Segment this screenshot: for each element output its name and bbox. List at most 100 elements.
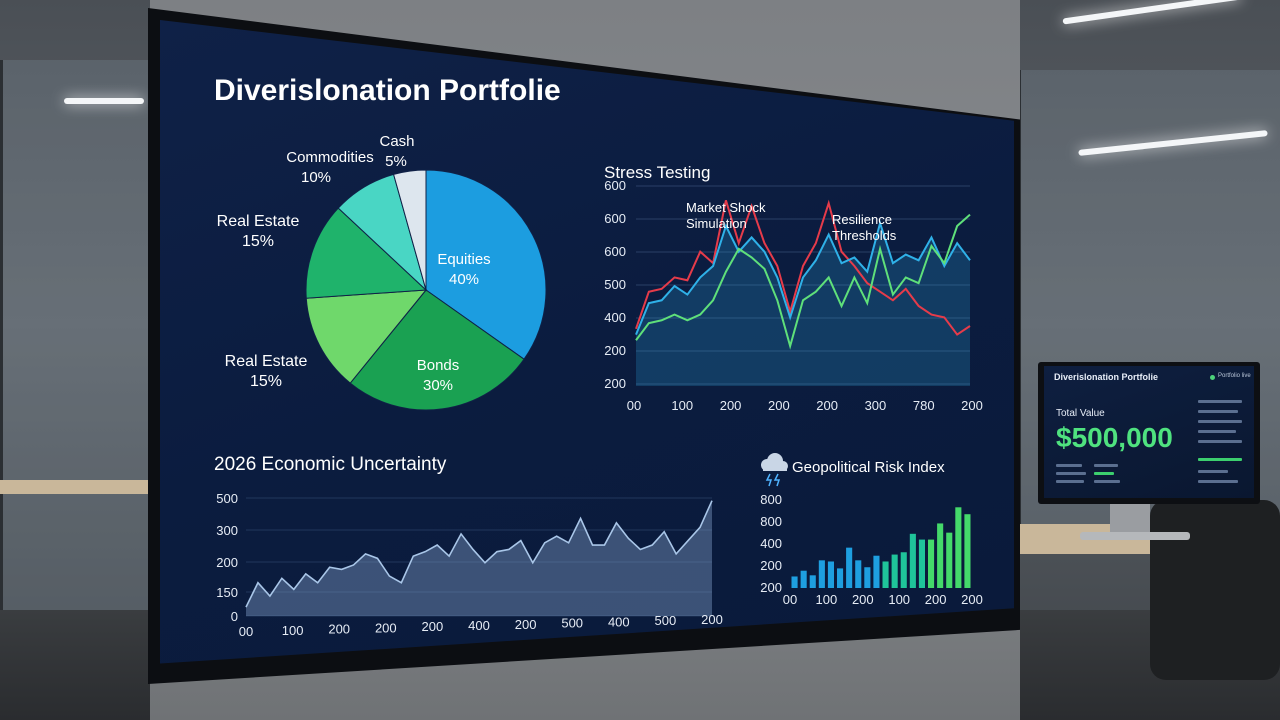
stress-annotation-market-shock: Market Shock: [686, 200, 766, 215]
live-status-icon: [1210, 375, 1215, 380]
pie-slice-real-estate: [305, 207, 428, 299]
x-tick-label: 200: [852, 592, 874, 607]
stress-annotation-resilience: Resilience: [832, 212, 892, 227]
x-tick-label: 500: [655, 613, 677, 628]
total-value-label: Total Value: [1056, 408, 1105, 419]
pie-label-bonds: Bonds: [417, 357, 460, 374]
pie-pct-real-estate-2: 15%: [242, 233, 274, 250]
stress-series-line-2: [635, 219, 971, 335]
pie-label-real-estate: Real Estate: [225, 353, 308, 370]
y-tick-label: 200: [604, 376, 626, 391]
geo-bar: [946, 532, 953, 588]
x-tick-label: 400: [468, 618, 490, 633]
geo-bar: [800, 570, 807, 588]
geo-bar: [900, 552, 907, 588]
x-tick-label: 200: [375, 620, 397, 635]
pie-label-cash: Cash: [379, 133, 414, 150]
pie-slice-cash: [393, 169, 427, 291]
x-tick-label: 200: [422, 619, 444, 634]
secondary-monitor-screen: Diverislonation Portfolie Portfolio live…: [1044, 366, 1254, 498]
list-bar: [1198, 480, 1238, 483]
list-bar: [1198, 420, 1242, 423]
dashboard-canvas: Diverislonation Portfolie Equities 40% B…: [214, 74, 983, 639]
x-tick-label: 100: [671, 398, 693, 413]
x-tick-label: 400: [608, 614, 630, 629]
geo-bar: [837, 568, 844, 588]
pie-pct-bonds: 30%: [423, 377, 453, 394]
stress-annotation-simulation: Simulation: [686, 216, 747, 231]
y-tick-label: 150: [216, 585, 238, 600]
list-bar: [1198, 458, 1242, 461]
summary-bar: [1094, 472, 1114, 475]
stress-series-line-1: [635, 199, 971, 336]
economic-series-line: [245, 500, 713, 608]
x-tick-label: 100: [816, 592, 838, 607]
summary-bar: [1056, 464, 1082, 467]
geo-bar: [955, 507, 962, 588]
secondary-tag: Portfolio live: [1218, 373, 1251, 379]
list-bar: [1198, 430, 1236, 433]
economic-uncertainty-chart: 500 300 200 150 000 100 200 200 200 400 200 500 400 5…: [216, 491, 723, 639]
economic-area-fill: [246, 500, 712, 616]
list-bar: [1198, 410, 1238, 413]
economic-uncertainty-title: 2026 Economic Uncertainty: [214, 454, 447, 475]
geo-bar: [928, 539, 935, 588]
total-value-amount: $500,000: [1056, 422, 1173, 453]
glass-wall-left: [0, 60, 150, 620]
pie-pct-commodities: 10%: [301, 169, 331, 186]
geo-bar: [818, 560, 825, 588]
y-tick-label: 200: [216, 555, 238, 570]
y-tick-label: 200: [760, 558, 782, 573]
y-tick-label: 500: [604, 277, 626, 292]
allocation-pie-chart: [305, 169, 547, 411]
y-tick-label: 600: [604, 211, 626, 226]
y-tick-label: 600: [604, 178, 626, 193]
geo-bar: [882, 561, 889, 588]
x-tick-label: 200: [720, 398, 742, 413]
geo-bar: [855, 560, 862, 588]
monitor-stand-base: [1080, 532, 1190, 540]
y-tick-label: 200: [760, 580, 782, 595]
y-tick-label: 800: [760, 492, 782, 507]
x-tick-label: 200: [515, 617, 537, 632]
x-tick-label: 300: [865, 398, 887, 413]
x-tick-label: 00: [239, 624, 253, 639]
geo-bar: [918, 539, 925, 588]
y-tick-label: 400: [760, 536, 782, 551]
geo-bar: [891, 554, 898, 588]
x-tick-label: 00: [783, 592, 797, 607]
pie-pct-equities: 40%: [449, 271, 479, 288]
x-tick-label: 200: [701, 612, 723, 627]
y-tick-label: 500: [216, 491, 238, 506]
x-tick-label: 200: [961, 592, 983, 607]
geo-bar: [846, 547, 853, 588]
summary-bar: [1056, 472, 1086, 475]
x-tick-label: 500: [561, 616, 583, 631]
list-bar: [1198, 400, 1242, 403]
geo-bar: [909, 533, 916, 588]
geopolitical-risk-title: Geopolitical Risk Index: [792, 459, 945, 476]
pie-label-equities: Equities: [437, 251, 490, 268]
dashboard-screen: Diverislonation Portfolie Equities 40% B…: [160, 20, 1014, 664]
pie-slice-real-estate: [305, 289, 428, 384]
storm-cloud-icon: [761, 453, 788, 487]
x-tick-label: 200: [961, 398, 983, 413]
monitor-stand: [1110, 504, 1150, 534]
summary-bar: [1094, 464, 1118, 467]
x-tick-label: 00: [627, 398, 641, 413]
pie-slice-bonds: [349, 289, 525, 411]
geo-bar: [964, 514, 971, 588]
stress-series-line-3: [635, 213, 971, 350]
office-chair: [1150, 500, 1280, 680]
dashboard-title: Diverislonation Portfolie: [214, 74, 561, 107]
x-tick-label: 780: [913, 398, 935, 413]
pie-slice-equities: [425, 169, 547, 360]
pie-pct-real-estate: 15%: [250, 373, 282, 390]
geo-bar: [873, 555, 880, 588]
geo-bar: [791, 576, 798, 588]
x-tick-label: 100: [282, 623, 304, 638]
stress-testing-title: Stress Testing: [604, 163, 710, 182]
x-tick-label: 200: [328, 622, 350, 637]
y-tick-label: 800: [760, 514, 782, 529]
